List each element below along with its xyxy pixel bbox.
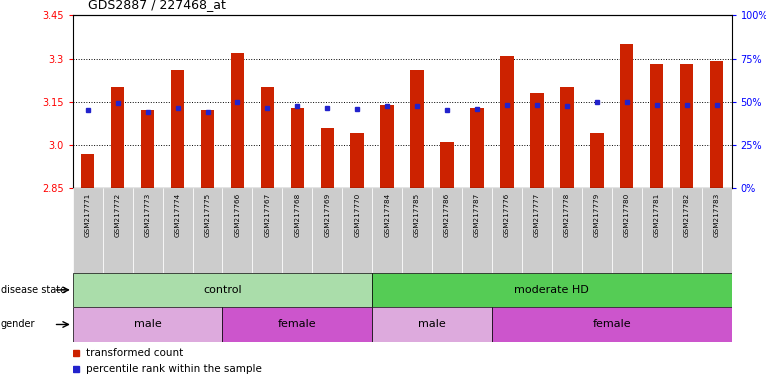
Bar bbox=[381, 105, 394, 188]
Bar bbox=[222, 307, 372, 342]
Bar bbox=[73, 188, 103, 273]
Bar bbox=[642, 188, 672, 273]
Text: GSM217772: GSM217772 bbox=[115, 192, 121, 237]
Text: GSM217787: GSM217787 bbox=[474, 192, 480, 237]
Text: GSM217768: GSM217768 bbox=[294, 192, 300, 237]
Text: GSM217777: GSM217777 bbox=[534, 192, 540, 237]
Bar bbox=[111, 88, 124, 188]
Bar bbox=[440, 142, 453, 188]
Bar bbox=[702, 188, 732, 273]
Text: GSM217781: GSM217781 bbox=[653, 192, 660, 237]
Bar bbox=[620, 44, 633, 188]
Text: GSM217780: GSM217780 bbox=[624, 192, 630, 237]
Bar bbox=[432, 188, 462, 273]
Bar bbox=[492, 307, 732, 342]
Text: GSM217784: GSM217784 bbox=[385, 192, 390, 237]
Bar bbox=[320, 128, 334, 188]
Bar bbox=[290, 108, 304, 188]
Text: gender: gender bbox=[1, 319, 35, 329]
Bar bbox=[253, 188, 283, 273]
Bar bbox=[492, 188, 522, 273]
Bar bbox=[162, 188, 192, 273]
Text: transformed count: transformed count bbox=[86, 348, 183, 358]
Bar bbox=[470, 108, 484, 188]
Text: percentile rank within the sample: percentile rank within the sample bbox=[86, 364, 262, 374]
Bar bbox=[73, 273, 372, 307]
Bar bbox=[560, 88, 574, 188]
Bar bbox=[522, 188, 552, 273]
Bar bbox=[342, 188, 372, 273]
Bar bbox=[710, 61, 723, 188]
Bar bbox=[582, 188, 612, 273]
Text: GSM217778: GSM217778 bbox=[564, 192, 570, 237]
Bar bbox=[552, 188, 582, 273]
Text: GSM217782: GSM217782 bbox=[683, 192, 689, 237]
Text: GSM217770: GSM217770 bbox=[354, 192, 360, 237]
Bar bbox=[680, 65, 693, 188]
Text: disease state: disease state bbox=[1, 285, 66, 295]
Bar bbox=[73, 307, 222, 342]
Bar bbox=[201, 111, 214, 188]
Text: GSM217776: GSM217776 bbox=[504, 192, 510, 237]
Text: GSM217771: GSM217771 bbox=[85, 192, 90, 237]
Bar bbox=[283, 188, 313, 273]
Text: female: female bbox=[592, 319, 631, 329]
Bar bbox=[672, 188, 702, 273]
Text: GSM217785: GSM217785 bbox=[414, 192, 420, 237]
Bar bbox=[462, 188, 492, 273]
Text: female: female bbox=[278, 319, 316, 329]
Bar bbox=[530, 93, 544, 188]
Bar bbox=[81, 154, 94, 188]
Text: GSM217779: GSM217779 bbox=[594, 192, 600, 237]
Bar bbox=[590, 134, 604, 188]
Bar bbox=[351, 134, 364, 188]
Bar bbox=[103, 188, 133, 273]
Text: male: male bbox=[418, 319, 446, 329]
Bar bbox=[260, 88, 274, 188]
Bar bbox=[500, 56, 514, 188]
Bar bbox=[612, 188, 642, 273]
Bar bbox=[231, 53, 244, 188]
Text: GSM217769: GSM217769 bbox=[324, 192, 330, 237]
Bar bbox=[313, 188, 342, 273]
Bar bbox=[372, 273, 732, 307]
Bar bbox=[171, 70, 185, 188]
Text: GDS2887 / 227468_at: GDS2887 / 227468_at bbox=[88, 0, 226, 12]
Bar bbox=[372, 307, 492, 342]
Text: GSM217775: GSM217775 bbox=[205, 192, 211, 237]
Text: GSM217773: GSM217773 bbox=[145, 192, 151, 237]
Bar bbox=[372, 188, 402, 273]
Bar bbox=[133, 188, 162, 273]
Text: control: control bbox=[203, 285, 242, 295]
Text: GSM217786: GSM217786 bbox=[444, 192, 450, 237]
Text: GSM217766: GSM217766 bbox=[234, 192, 241, 237]
Bar bbox=[402, 188, 432, 273]
Text: GSM217767: GSM217767 bbox=[264, 192, 270, 237]
Bar bbox=[650, 65, 663, 188]
Text: GSM217774: GSM217774 bbox=[175, 192, 181, 237]
Text: moderate HD: moderate HD bbox=[515, 285, 589, 295]
Bar bbox=[411, 70, 424, 188]
Bar bbox=[141, 111, 155, 188]
Text: GSM217783: GSM217783 bbox=[714, 192, 719, 237]
Text: male: male bbox=[134, 319, 162, 329]
Bar bbox=[192, 188, 222, 273]
Bar bbox=[222, 188, 253, 273]
